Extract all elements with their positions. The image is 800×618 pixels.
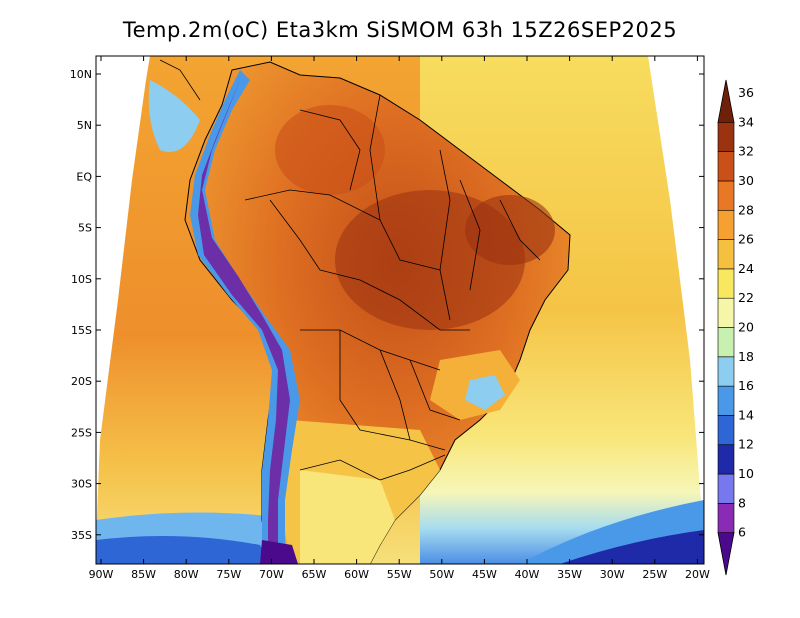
lat-label: EQ — [76, 170, 92, 183]
lon-label: 55W — [387, 568, 412, 581]
lon-label: 65W — [302, 568, 327, 581]
map-title: Temp.2m(oC) Eta3km SiSMOM 63h 15Z26SEP20… — [122, 18, 678, 42]
colorbar-segment — [717, 444, 735, 475]
lat-label: 35S — [71, 529, 92, 542]
colorbar-label: 8 — [738, 495, 746, 510]
lat-label: 5S — [78, 222, 92, 235]
colorbar-label: 26 — [738, 232, 754, 247]
colorbar-segment — [717, 151, 735, 182]
colorbar-segment — [717, 180, 735, 211]
map-canvas — [96, 56, 704, 564]
lon-label: 25W — [642, 568, 667, 581]
colorbar-segment — [717, 297, 735, 328]
colorbar-label: 10 — [738, 466, 754, 481]
colorbar-bottom-arrow — [717, 532, 735, 576]
lon-label: 50W — [429, 568, 454, 581]
colorbar-label: 6 — [738, 525, 746, 540]
lat-label: 15S — [71, 324, 92, 337]
lon-label: 60W — [344, 568, 369, 581]
lon-label: 35W — [557, 568, 582, 581]
colorbar-segment — [717, 122, 735, 152]
colorbar-label: 22 — [738, 290, 754, 305]
lat-label: 30S — [71, 478, 92, 491]
colorbar-label: 36 — [738, 85, 754, 100]
latitude-axis: 10N 5N EQ 5S 10S 15S 20S 25S 30S 35S — [70, 68, 704, 542]
colorbar-segment — [717, 415, 735, 446]
lon-label: 75W — [216, 568, 241, 581]
colorbar: 6 8 10 12 14 16 18 20 22 24 26 28 30 32 34 36 — [717, 79, 754, 576]
political-borders — [159, 59, 541, 481]
colorbar-label: 20 — [738, 320, 754, 335]
colorbar-segment — [717, 268, 735, 299]
colorbar-segment — [717, 239, 735, 270]
map-frame — [95, 55, 705, 565]
lat-label: 5N — [77, 119, 92, 132]
colorbar-label: 16 — [738, 378, 754, 393]
colorbar-label: 18 — [738, 349, 754, 364]
colorbar-label: 24 — [738, 261, 754, 276]
lon-label: 70W — [259, 568, 284, 581]
colorbar-segment — [717, 209, 735, 240]
colorbar-label: 30 — [738, 173, 754, 188]
lon-label: 80W — [174, 568, 199, 581]
colorbar-segment — [717, 503, 735, 533]
lon-label: 45W — [472, 568, 497, 581]
andes-ridge — [190, 70, 300, 564]
colorbar-label: 12 — [738, 437, 754, 452]
colorbar-top-arrow — [717, 79, 735, 123]
lon-label: 85W — [131, 568, 156, 581]
lon-label: 90W — [89, 568, 114, 581]
colorbar-segment — [717, 327, 735, 358]
lat-label: 10N — [70, 68, 92, 81]
colorbar-label: 32 — [738, 144, 754, 159]
colorbar-segment — [717, 385, 735, 416]
lat-label: 10S — [71, 273, 92, 286]
longitude-axis: 90W 85W 80W 75W 70W 65W 60W 55W 50W 45W 40W 35W 30W 2… — [89, 56, 710, 581]
colorbar-segment — [717, 356, 735, 387]
colorbar-label: 28 — [738, 202, 754, 217]
colorbar-segment — [717, 473, 735, 504]
lon-label: 40W — [515, 568, 540, 581]
lat-label: 20S — [71, 375, 92, 388]
colorbar-label: 34 — [738, 114, 754, 129]
lat-label: 25S — [71, 426, 92, 439]
lon-label: 30W — [600, 568, 625, 581]
colorbar-label: 14 — [738, 407, 754, 422]
lon-label: 20W — [685, 568, 710, 581]
